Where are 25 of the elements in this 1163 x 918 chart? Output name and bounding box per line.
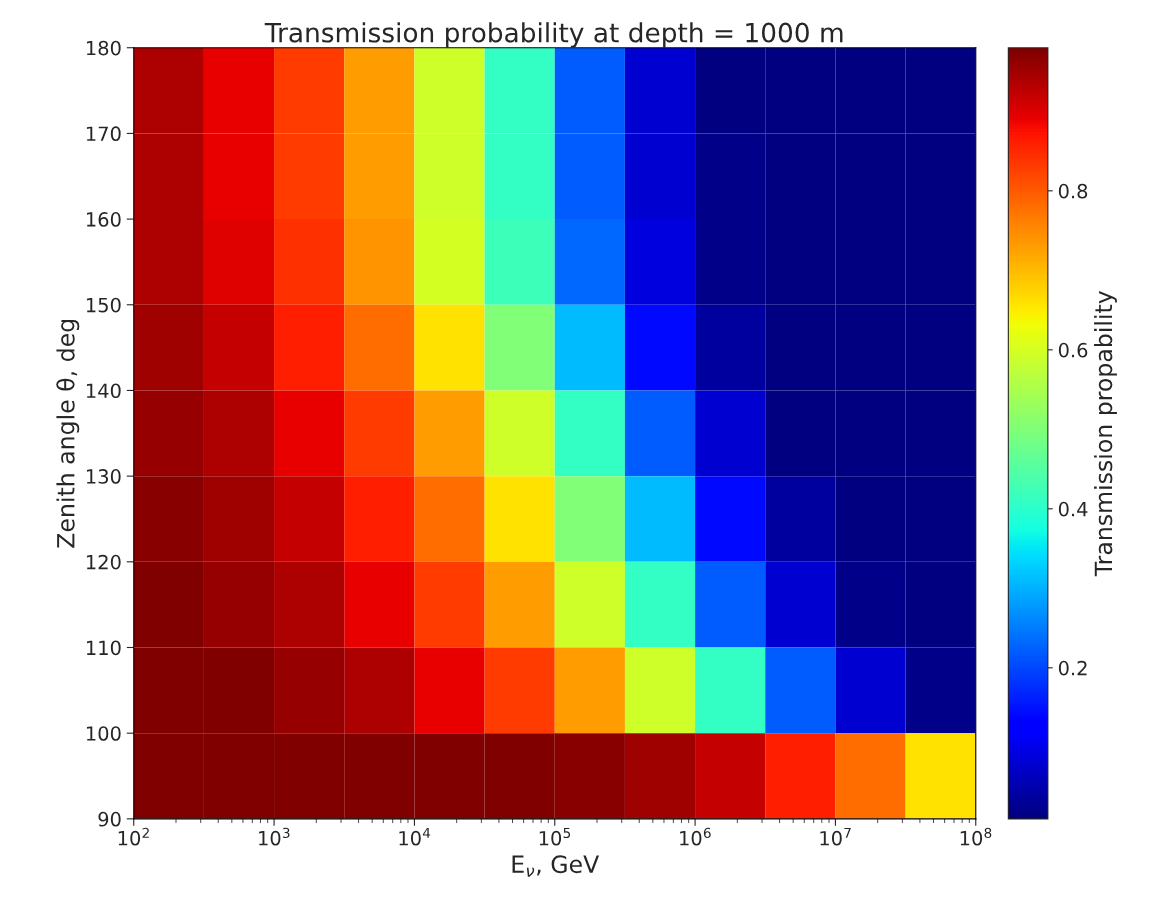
y-tick-label: 120: [86, 554, 121, 570]
y-tick-label: 90: [98, 811, 121, 827]
color-bar-title: Transmission propability: [1094, 291, 1117, 577]
x-tick-label: 10$^{7}$: [820, 827, 851, 846]
x-tick-label: 10$^{5}$: [539, 827, 571, 846]
x-tick-label: 10$^{6}$: [680, 827, 711, 846]
x-tick-label: 10$^{2}$: [118, 827, 149, 846]
chart-title: Transmission probability at depth = 1000 m: [264, 22, 843, 48]
y-tick-label: 140: [86, 383, 121, 399]
color-bar-label: 0.4: [1058, 501, 1088, 517]
y-tick-label: 100: [86, 726, 121, 741]
x-axis-title: E$_{ν}$, GeV: [512, 855, 600, 877]
x-tick-label: 10$^{8}$: [960, 827, 992, 846]
color-bar-label: 0.6: [1058, 342, 1088, 358]
y-tick-label: 110: [86, 640, 121, 656]
y-tick-label: 150: [86, 297, 121, 313]
x-tick-label: 10$^{4}$: [399, 827, 431, 846]
x-tick-label: 10$^{3}$: [259, 827, 290, 846]
y-axis-title: Zenith angle θ, deg: [56, 319, 80, 548]
color-bar-label: 0.2: [1058, 660, 1087, 676]
y-tick-label: 180: [86, 40, 121, 56]
y-tick-label: 160: [86, 212, 121, 227]
color-bar-label: 0.8: [1058, 183, 1088, 199]
y-tick-label: 130: [86, 469, 121, 484]
y-tick-label: 170: [86, 126, 121, 142]
